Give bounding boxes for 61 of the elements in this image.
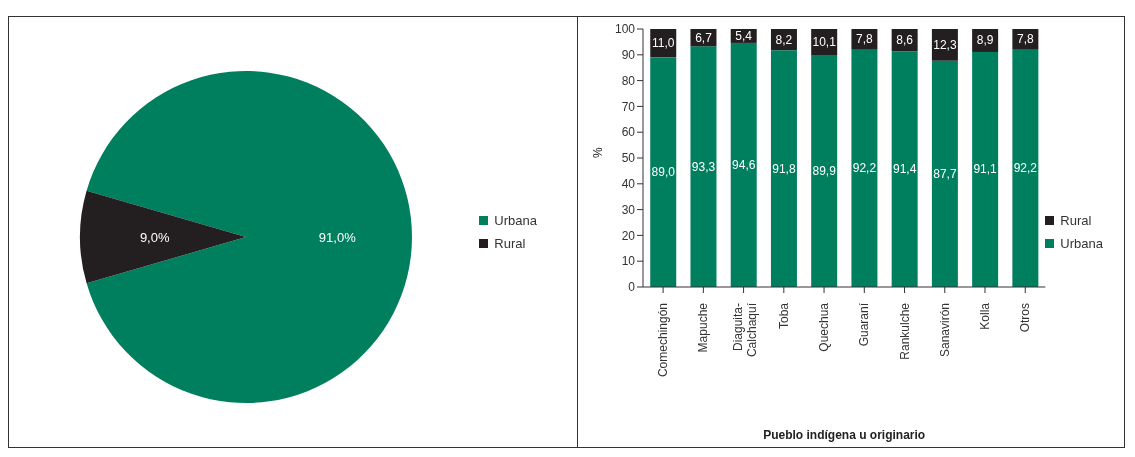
legend-label: Urbana: [494, 213, 537, 228]
x-tick-label: Comechingón: [656, 303, 671, 378]
data-label: 93,3: [691, 159, 716, 174]
y-axis-title: %: [591, 147, 606, 158]
data-label: 12,3: [933, 37, 957, 52]
data-label: 94,6: [732, 157, 756, 172]
y-tick-label: 30: [621, 202, 636, 217]
bar: [1012, 49, 1039, 287]
bar: [650, 57, 677, 287]
pie-slice: [80, 190, 246, 284]
y-tick-label: 50: [621, 151, 636, 166]
y-tick-label: 80: [621, 73, 636, 88]
bar: [690, 46, 717, 287]
x-tick-label: Diaguita-Calchaquí: [730, 302, 759, 358]
bar: [811, 55, 838, 287]
x-tick-label: Otros: [1018, 303, 1033, 333]
data-label: 8,9: [976, 33, 994, 48]
data-label: 91,0%: [318, 229, 357, 245]
data-label: 11,0: [652, 36, 675, 51]
data-label: 8,2: [775, 32, 793, 47]
data-label: 7,8: [856, 32, 874, 47]
x-tick-label: Kolla: [978, 302, 993, 330]
legend-label: Rural: [494, 236, 526, 251]
y-tick-label: 100: [614, 22, 636, 37]
pie-slice: [86, 71, 412, 403]
data-label: 91,1: [973, 162, 998, 177]
y-tick-label: 40: [621, 177, 636, 192]
x-axis-title: Pueblo indígena u originario: [763, 428, 926, 442]
data-label: 10,1: [812, 35, 837, 50]
x-tick-label: Mapuche: [696, 302, 711, 353]
data-label: 5,4: [735, 29, 753, 43]
data-label: 87,7: [933, 166, 957, 181]
x-tick-label: Toba: [776, 302, 791, 330]
data-label: 9,0%: [139, 229, 170, 245]
bar: [851, 49, 878, 287]
x-tick-label: Guaraní: [857, 302, 872, 347]
bar: [770, 50, 797, 287]
x-tick-label: Sanavirón: [937, 303, 952, 358]
bar: [972, 51, 999, 287]
legend-label: Rural: [1060, 213, 1092, 228]
bar: [891, 51, 918, 287]
data-label: 92,2: [852, 161, 877, 176]
y-tick-label: 70: [621, 99, 636, 114]
y-tick-label: 60: [621, 125, 636, 140]
y-tick-label: 90: [621, 48, 636, 63]
bar: [931, 60, 958, 287]
data-label: 6,7: [695, 30, 713, 45]
data-label: 92,2: [1013, 161, 1038, 176]
y-tick-label: 10: [621, 254, 636, 269]
data-label: 89,9: [812, 164, 837, 179]
x-tick-label: Quechua: [817, 302, 832, 352]
data-label: 7,8: [1017, 32, 1035, 47]
data-label: 89,0: [651, 165, 676, 180]
bar: [730, 42, 757, 287]
x-tick-label: Rankulche: [897, 302, 912, 360]
data-label: 91,4: [892, 162, 917, 177]
data-label: 91,8: [772, 161, 796, 176]
y-tick-label: 0: [628, 280, 636, 295]
y-tick-label: 20: [621, 228, 636, 243]
data-label: 8,6: [896, 33, 914, 48]
legend-label: Urbana: [1060, 236, 1103, 251]
